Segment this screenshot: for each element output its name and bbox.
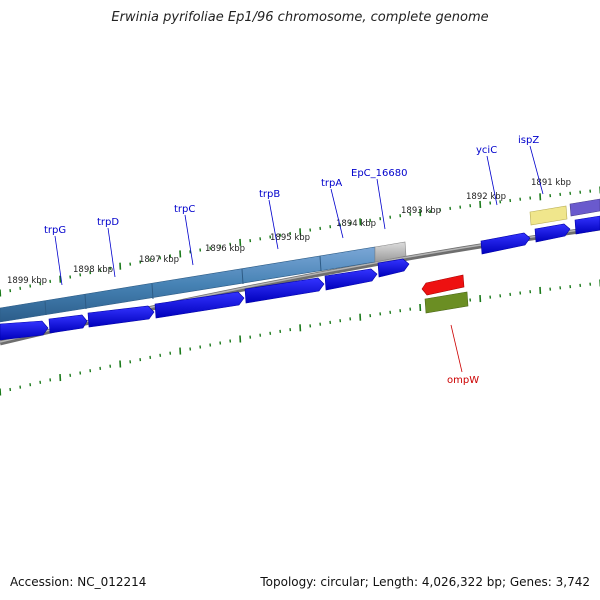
kbp-label: 1893 kbp — [401, 206, 441, 216]
gene-label-trpa: trpA — [321, 178, 342, 189]
cds-arrow — [244, 277, 325, 304]
map-title: Erwinia pyrifoliae Ep1/96 chromosome, co… — [111, 10, 489, 25]
gene-label-ycic: yciC — [476, 145, 497, 156]
cds-arrow — [534, 223, 571, 243]
pseudogene-segment — [374, 241, 407, 263]
gene-label-ispz: ispZ — [518, 135, 539, 146]
kbp-label: 1897 kbp — [139, 255, 179, 265]
ompw-gene-block — [421, 274, 465, 296]
cds-arrow — [48, 314, 88, 334]
kbp-scale-labels: 1899 kbp 1898 kbp 1897 kbp 1896 kbp 1895… — [7, 178, 571, 286]
kbp-label: 1898 kbp — [73, 265, 113, 275]
gene-label-ompw: ompW — [447, 375, 479, 386]
gene-labels: trpG trpD trpC trpB trpA EpC_16680 yciC … — [44, 135, 544, 386]
topology-summary: Topology: circular; Length: 4,026,322 bp… — [260, 575, 590, 589]
gene-label-trpd: trpD — [97, 217, 119, 228]
gene-label-trpg: trpG — [44, 225, 66, 236]
gene-label-epc16680: EpC_16680 — [351, 168, 407, 179]
ispz-cds-block — [569, 198, 600, 217]
tick-track-outer — [0, 186, 600, 297]
gene-label-trpb: trpB — [259, 189, 280, 200]
kbp-label: 1894 kbp — [336, 219, 376, 229]
ispz-gene-block — [529, 205, 568, 226]
cds-arrows — [0, 215, 600, 341]
accession-text: Accession: NC_012214 — [10, 575, 147, 589]
kbp-label: 1895 kbp — [270, 233, 310, 243]
cds-arrow — [324, 268, 378, 291]
cds-arrow — [87, 305, 155, 328]
cds-arrow — [154, 291, 245, 319]
kbp-label: 1892 kbp — [466, 192, 506, 202]
gene-label-trpc: trpC — [174, 204, 195, 215]
cds-arrow — [377, 258, 410, 278]
kbp-label: 1899 kbp — [7, 276, 47, 286]
kbp-label: 1891 kbp — [531, 178, 571, 188]
cds-arrow — [0, 320, 49, 341]
ompw-cds-block — [424, 291, 469, 314]
tick-track-inner — [0, 279, 600, 396]
kbp-label: 1896 kbp — [205, 244, 245, 254]
cds-arrow — [480, 232, 531, 255]
cds-arrow — [574, 215, 600, 235]
